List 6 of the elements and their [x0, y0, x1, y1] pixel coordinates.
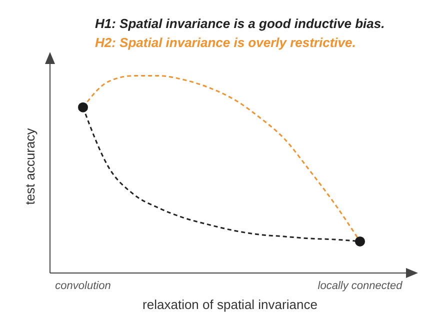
y-axis-title: test accuracy [22, 128, 38, 205]
text: H1: Spatial invariance is a good inductive bias. [95, 15, 386, 33]
text: H2: Spatial invariance is overly restrictive. [95, 34, 357, 52]
x-tick-label: locally connected [318, 280, 404, 292]
x-axis-title: relaxation of spatial invariance [142, 297, 318, 312]
x-tick-label: convolution [55, 280, 111, 292]
